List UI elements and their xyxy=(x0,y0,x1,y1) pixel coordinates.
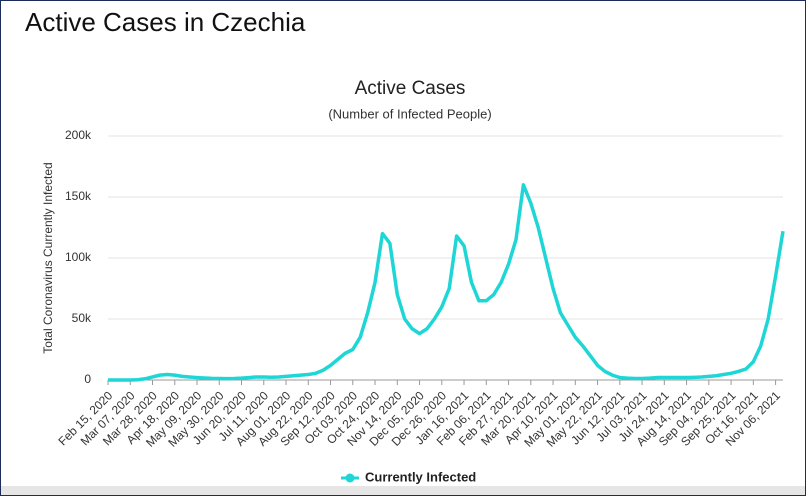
data-line xyxy=(108,183,785,382)
y-axis-label: Total Coronavirus Currently Infected xyxy=(41,162,55,353)
legend-marker xyxy=(345,473,355,483)
legend-label: Currently Infected xyxy=(365,469,476,484)
y-tick-label: 0 xyxy=(84,372,91,386)
footer-strip xyxy=(1,486,805,495)
chart-title: Active Cases xyxy=(355,78,466,99)
y-tick-label: 200k xyxy=(65,128,92,142)
chart-subtitle: (Number of Infected People) xyxy=(328,106,491,121)
y-tick-label: 150k xyxy=(65,189,92,203)
page-title: Active Cases in Czechia xyxy=(25,7,306,37)
y-tick-label: 50k xyxy=(72,311,92,325)
y-tick-label: 100k xyxy=(65,250,92,264)
